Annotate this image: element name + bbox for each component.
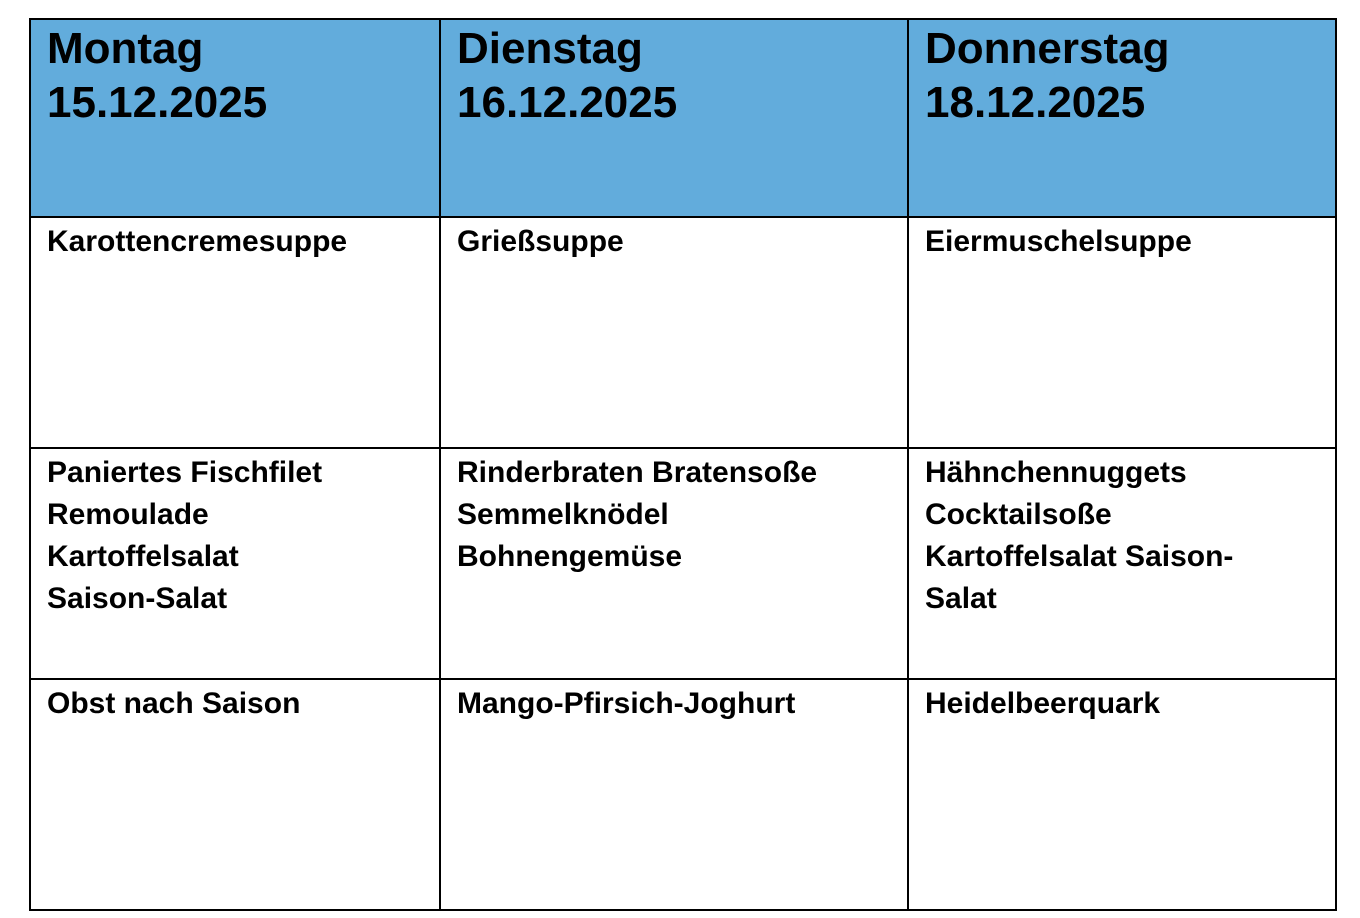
day-date: 16.12.2025 [457, 78, 678, 127]
dish: Karottencremesuppe [47, 225, 348, 258]
menu-cell: Paniertes Fischfilet Remoulade Kartoffel… [29, 447, 441, 680]
dessert-row: Obst nach Saison Mango-Pfirsich-Joghurt … [29, 678, 1337, 911]
menu-cell: Hähnchennuggets Cocktailsoße Kartoffelsa… [907, 447, 1337, 680]
menu-cell: Grießsuppe [439, 216, 909, 449]
day-name: Dienstag [457, 24, 643, 73]
dish: Salat [925, 582, 997, 615]
dish: Heidelbeerquark [925, 687, 1161, 720]
soup-row: Karottencremesuppe Grießsuppe Eiermusche… [29, 216, 1337, 449]
menu-cell: Heidelbeerquark [907, 678, 1337, 911]
header-cell-monday: Montag 15.12.2025 [29, 18, 441, 218]
dish: Eiermuschelsuppe [925, 225, 1192, 258]
menu-cell: Obst nach Saison [29, 678, 441, 911]
menu-cell: Mango-Pfirsich-Joghurt [439, 678, 909, 911]
day-date: 15.12.2025 [47, 78, 268, 127]
main-course-row: Paniertes Fischfilet Remoulade Kartoffel… [29, 447, 1337, 680]
dish: Rinderbraten Bratensoße [457, 456, 818, 489]
menu-cell: Karottencremesuppe [29, 216, 441, 449]
header-cell-thursday: Donnerstag 18.12.2025 [907, 18, 1337, 218]
header-cell-tuesday: Dienstag 16.12.2025 [439, 18, 909, 218]
menu-cell: Eiermuschelsuppe [907, 216, 1337, 449]
dish: Mango-Pfirsich-Joghurt [457, 687, 796, 720]
dish: Paniertes Fischfilet [47, 456, 323, 489]
dish: Obst nach Saison [47, 687, 301, 720]
dish: Remoulade [47, 498, 209, 531]
dish: Semmelknödel [457, 498, 669, 531]
dish: Bohnengemüse [457, 540, 683, 573]
menu-table: Montag 15.12.2025 Dienstag 16.12.2025 Do… [29, 18, 1337, 911]
header-row: Montag 15.12.2025 Dienstag 16.12.2025 Do… [29, 18, 1337, 218]
dish: Kartoffelsalat Saison- [925, 540, 1234, 573]
dish: Grießsuppe [457, 225, 624, 258]
day-date: 18.12.2025 [925, 78, 1146, 127]
day-name: Donnerstag [925, 24, 1170, 73]
dish: Saison-Salat [47, 582, 228, 615]
menu-cell: Rinderbraten Bratensoße Semmelknödel Boh… [439, 447, 909, 680]
dish: Kartoffelsalat [47, 540, 239, 573]
dish: Cocktailsoße [925, 498, 1112, 531]
dish: Hähnchennuggets [925, 456, 1187, 489]
day-name: Montag [47, 24, 204, 73]
